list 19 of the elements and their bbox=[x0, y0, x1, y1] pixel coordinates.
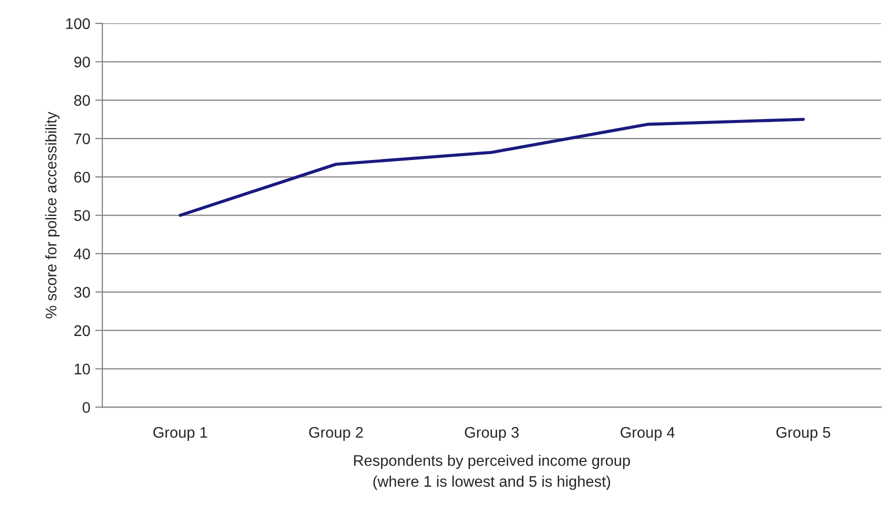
y-tick-label: 0 bbox=[82, 402, 90, 413]
y-tick-label: 70 bbox=[74, 133, 90, 144]
y-tick-label: 100 bbox=[66, 18, 90, 30]
x-tick-label: Group 5 bbox=[776, 427, 830, 441]
line-series bbox=[178, 118, 805, 217]
x-axis-title: Respondents by perceived income group (where 1 is lowest and 5 is highest) bbox=[354, 454, 630, 490]
y-tick-label: 30 bbox=[74, 286, 90, 298]
y-tick-label: 50 bbox=[74, 210, 90, 221]
y-tick-label: 80 bbox=[74, 95, 90, 106]
y-tick-label: 90 bbox=[74, 56, 90, 68]
x-tick-label: Group 3 bbox=[464, 427, 519, 441]
y-tick-label: 20 bbox=[74, 325, 90, 336]
y-axis-title: % score for police accessibility bbox=[45, 112, 60, 318]
y-tick-label: 10 bbox=[74, 364, 90, 374]
y-tick-label: 40 bbox=[74, 248, 90, 260]
y-tick-label: 60 bbox=[74, 172, 90, 183]
x-tick-label: Group 1 bbox=[153, 427, 208, 441]
x-tick-label: Group 2 bbox=[309, 427, 363, 441]
x-tick-label: Group 4 bbox=[620, 427, 675, 441]
